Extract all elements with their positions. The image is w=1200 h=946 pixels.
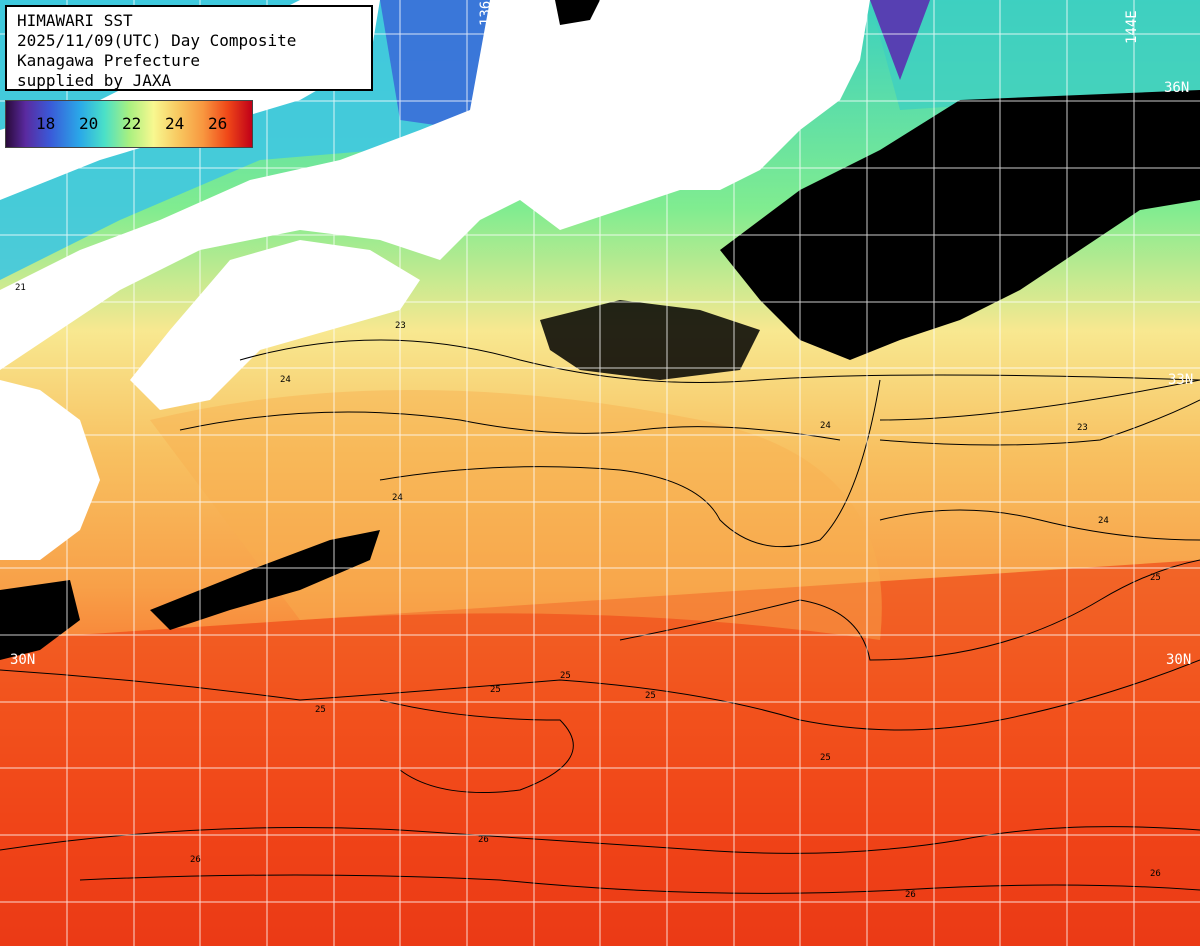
contour-label: 25 [645, 691, 656, 701]
cool-water-kanto [870, 0, 930, 80]
contour-label: 24 [280, 375, 291, 385]
title-line-date: 2025/11/09(UTC) Day Composite [17, 31, 297, 50]
land-honshu [0, 0, 870, 370]
legend-tick: 22 [122, 114, 142, 133]
contour-label: 25 [820, 753, 831, 763]
contour-label: 24 [392, 493, 403, 503]
contour-label: 21 [15, 283, 26, 293]
temperature-color-legend: 18 20 22 24 26 [5, 100, 253, 148]
contour-lines [0, 339, 1200, 894]
lat-label-36n: 36N [1164, 80, 1190, 96]
title-line-credit: supplied by JAXA [17, 71, 172, 90]
legend-tick: 26 [208, 114, 228, 133]
contour-label: 26 [478, 835, 489, 845]
title-line-satellite: HIMAWARI SST [17, 11, 133, 30]
contour-label: 25 [1150, 573, 1161, 583]
cloud-band [150, 530, 380, 630]
contour-label: 25 [315, 705, 326, 715]
title-box: HIMAWARI SST 2025/11/09(UTC) Day Composi… [5, 5, 373, 91]
cool-water-north [380, 0, 490, 130]
title-line-prefecture: Kanagawa Prefecture [17, 51, 201, 70]
cloud-top-left [555, 0, 600, 25]
cloud-kanto [720, 90, 1200, 360]
contour-label: 24 [1098, 516, 1109, 526]
lon-label-144e: 144E [1124, 10, 1140, 44]
contour-label: 25 [560, 671, 571, 681]
cloud-patches [540, 300, 760, 380]
cool-water-sagami [870, 0, 1200, 110]
lat-label-33n: 33N [1168, 372, 1194, 388]
legend-tick: 20 [79, 114, 99, 133]
land-kyushu [0, 380, 100, 560]
lat-label-30n-right: 30N [1166, 652, 1192, 668]
legend-tick: 24 [165, 114, 185, 133]
contour-label: 23 [395, 321, 406, 331]
contour-label: 23 [1077, 423, 1088, 433]
contour-label: 25 [490, 685, 501, 695]
lat-label-30n-left: 30N [10, 652, 36, 668]
contour-label: 26 [1150, 869, 1161, 879]
warm-water-kuroshio [150, 390, 882, 640]
lon-label-136e: 136E [478, 0, 494, 26]
cloud-south-kyushu [0, 580, 80, 660]
contour-label: 24 [820, 421, 831, 431]
legend-tick: 18 [36, 114, 56, 133]
contour-label: 26 [190, 855, 201, 865]
contour-label: 26 [905, 890, 916, 900]
